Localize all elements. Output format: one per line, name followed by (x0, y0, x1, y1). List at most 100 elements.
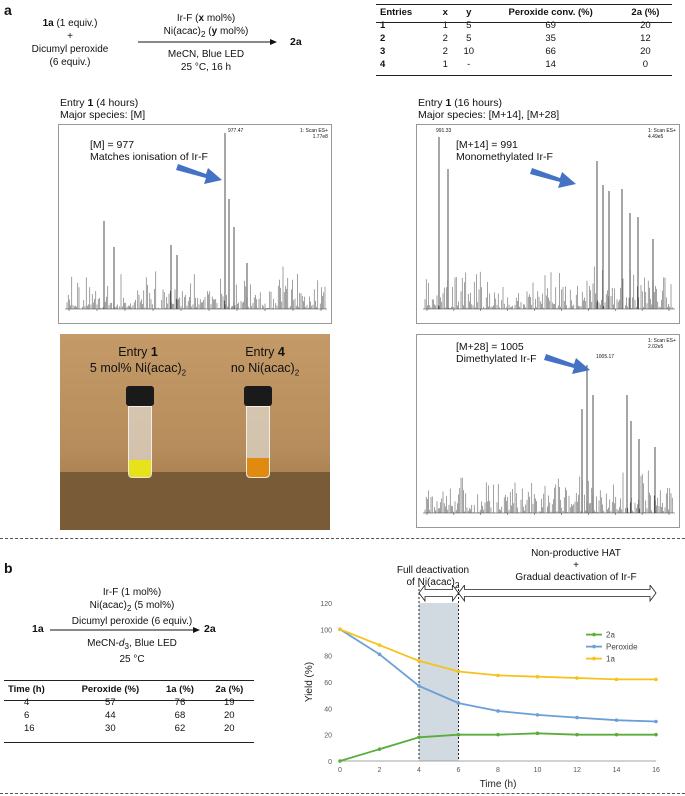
spectrum-1-scan-label: 1: Scan ES+ 1.77e8 (300, 128, 328, 140)
data-point-1a (377, 643, 382, 647)
data-point-peroxide (614, 718, 619, 722)
scheme-a-product: 2a (290, 36, 302, 48)
data-point-2a (535, 731, 540, 736)
table-row: 2 2 5 35 12 (380, 33, 651, 44)
table-row: 4 1-14 0 (380, 59, 649, 70)
mass-spectrum-entry1-4h (58, 124, 332, 324)
table-a-header: y (466, 7, 472, 18)
data-point-peroxide (654, 719, 658, 724)
y-tick-label: 60 (324, 680, 332, 687)
data-point-1a (338, 627, 342, 632)
scheme-a-conditions-bottom: MeCN, Blue LED 25 °C, 16 h (167, 49, 245, 73)
spectrum-2-annotation: [M+14] = 991 Monomethylated Ir-F (456, 139, 553, 163)
table-b-header: 1a (%) (165, 684, 194, 695)
table-row: 6 44 68 20 (24, 710, 235, 721)
arrow-icon (530, 168, 576, 188)
yield-vs-time-chart: 0 20 40 60 80 100 120 0 2 4 6 8 10 12 14 16 Time (h) Yiel… (304, 585, 660, 790)
spectrum-noise (424, 470, 673, 513)
scheme-b-conditions-bottom: MeCN-d3, Blue LED 25 °C (87, 638, 177, 665)
data-point-peroxide (496, 709, 500, 713)
legend-label: 2a (606, 631, 615, 640)
data-point-1a (496, 673, 500, 678)
legend-marker (592, 644, 596, 649)
mass-spectrum-dimethylated (416, 334, 680, 528)
data-point-1a (417, 659, 421, 663)
data-point-peroxide (535, 713, 540, 717)
spectrum-2-scan-label: 1: Scan ES+ 4.49e5 (648, 128, 676, 140)
table-row: 4 57 76 19 (24, 697, 235, 708)
scheme-b-product: 2a (204, 623, 216, 635)
spectrum-1-top-peak: 977.47 (228, 128, 244, 134)
y-tick-label: 20 (324, 733, 332, 740)
legend-label: 1a (606, 655, 615, 664)
data-point-2a (575, 732, 579, 737)
reaction-arrow-b (50, 627, 200, 633)
double-arrow-icon (418, 585, 459, 603)
table-b-header: Time (h) (8, 684, 45, 695)
y-axis-label: Yield (%) (304, 662, 315, 702)
x-tick-label: 16 (652, 767, 660, 774)
data-point-peroxide (377, 652, 382, 657)
table-b-header: 2a (%) (215, 684, 244, 695)
legend-label: Peroxide (606, 643, 638, 652)
vial-orange-solution (247, 458, 269, 477)
spectrum-3-annotation: [M+28] = 1005 Dimethylated Ir-F (456, 341, 537, 365)
annotation-ni-deactivation: Full deactivation of Ni(acac)2 (396, 565, 470, 590)
table-a-header: x (442, 7, 448, 18)
data-point-2a (654, 732, 658, 737)
spectrum-1-caption: Entry 1 (4 hours) Major species: [M] (60, 97, 146, 121)
data-point-1a (575, 676, 579, 680)
photo-left-label: Entry 1 5 mol% Ni(acac)2 (89, 345, 187, 378)
x-tick-label: 10 (534, 767, 542, 774)
series-line-2a (339, 732, 656, 762)
double-arrow-icon (458, 585, 657, 603)
x-tick-label: 6 (457, 767, 461, 774)
x-tick-label: 12 (573, 767, 581, 774)
vial-cap (126, 386, 154, 406)
table-a-header: Peroxide conv. (%) (508, 7, 593, 18)
table-b-header: Peroxide (%) (81, 684, 140, 695)
data-point-1a (654, 677, 658, 682)
annotation-hat: Non-productive HAT + Gradual deactivatio… (515, 548, 637, 583)
spectrum-3-top-peak: 1005.17 (596, 354, 615, 360)
spectrum-3-scan-label: 1: Scan ES+ 2.02e5 (648, 338, 676, 350)
scheme-b-conditions-top: Ir-F (1 mol%) Ni(acac)2 (5 mol%) Dicumyl… (71, 587, 193, 627)
data-point-1a (456, 669, 461, 674)
x-tick-label: 14 (613, 767, 621, 774)
panel-b-label: b (4, 560, 13, 576)
vial-cap (244, 386, 272, 406)
spectrum-2-caption: Entry 1 (16 hours) Major species: [M+14]… (418, 97, 560, 121)
data-point-2a (338, 759, 342, 763)
reaction-arrow-a (138, 39, 277, 45)
x-tick-label: 8 (496, 767, 500, 774)
data-point-1a (614, 677, 619, 682)
scheme-a-conditions-top: Ir-F (x mol%) Ni(acac)2 (y mol%) (163, 13, 249, 39)
y-tick-label: 120 (320, 601, 332, 608)
table-a-header: Entries (380, 7, 413, 18)
data-point-peroxide (456, 701, 461, 705)
legend-marker (592, 632, 596, 637)
x-tick-label: 0 (338, 767, 342, 774)
table-row: 3 2 10 66 20 (380, 46, 651, 57)
data-point-1a (535, 674, 540, 679)
photo-right-label: Entry 4 no Ni(acac)2 (230, 345, 300, 378)
data-point-2a (456, 732, 461, 737)
spectrum-noise (424, 266, 673, 309)
legend-marker (592, 656, 596, 661)
vial-yellow-solution (129, 460, 151, 477)
table-b: Time (h) Peroxide (%) 1a (%) 2a (%) 4 57 7… (4, 680, 254, 743)
data-point-2a (417, 735, 421, 740)
data-point-peroxide (417, 684, 421, 688)
table-row: 16 30 62 20 (24, 723, 235, 734)
mass-spectrum-entry1-16h (416, 124, 680, 324)
scheme-a-reactants: 1a (1 equiv.) + Dicumyl peroxide (6 equi… (31, 18, 109, 68)
vials-photo: Entry 1 5 mol% Ni(acac)2 Entry 4 no Ni(a… (60, 334, 330, 530)
data-point-peroxide (575, 715, 579, 720)
x-tick-label: 2 (378, 767, 382, 774)
x-axis-label: Time (h) (480, 779, 517, 790)
panel-a-label: a (4, 2, 12, 18)
y-tick-label: 80 (324, 654, 332, 661)
y-tick-label: 0 (328, 759, 332, 766)
scheme-b-reactant: 1a (32, 623, 44, 635)
